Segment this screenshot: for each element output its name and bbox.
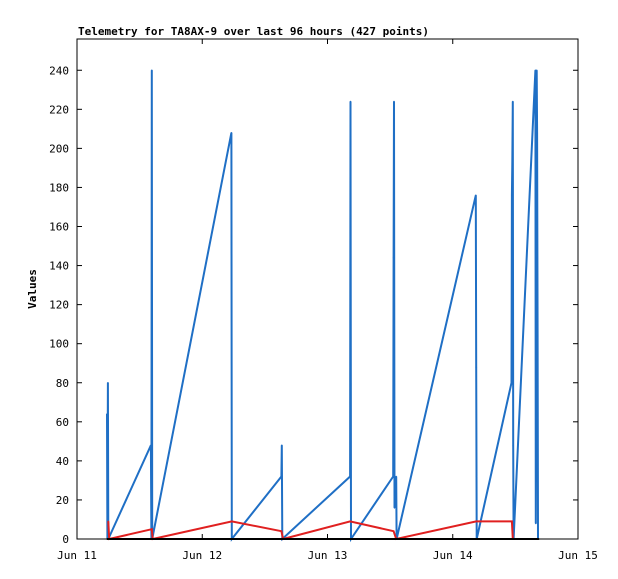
data-point xyxy=(349,475,351,478)
x-tick-label: Jun 14 xyxy=(433,549,473,562)
data-point xyxy=(106,538,108,540)
data-point xyxy=(280,530,283,532)
y-axis-label: Values xyxy=(26,269,39,309)
data-point xyxy=(475,520,478,523)
series-layer xyxy=(106,69,540,543)
data-point xyxy=(511,163,514,165)
data-point xyxy=(349,100,352,103)
data-point xyxy=(536,132,538,134)
series-0 xyxy=(106,69,539,543)
data-point xyxy=(475,366,478,368)
data-point xyxy=(510,382,513,384)
data-point xyxy=(392,530,395,532)
data-point xyxy=(230,132,233,134)
y-tick-label: 220 xyxy=(49,103,69,116)
data-point xyxy=(512,444,514,447)
data-point xyxy=(349,520,351,523)
data-point xyxy=(392,475,395,478)
data-point xyxy=(393,100,395,103)
data-point xyxy=(534,69,537,72)
y-tick-label: 40 xyxy=(56,455,69,468)
data-point xyxy=(150,444,152,447)
data-point xyxy=(231,520,233,523)
x-tick-label: Jun 13 xyxy=(308,549,348,562)
y-tick-label: 80 xyxy=(56,377,69,390)
y-tick-label: 0 xyxy=(62,533,69,546)
series-1 xyxy=(107,520,539,541)
data-point xyxy=(280,475,283,478)
y-tick-label: 200 xyxy=(49,142,69,155)
data-point xyxy=(395,475,398,478)
data-point xyxy=(106,413,108,415)
y-tick-label: 20 xyxy=(56,494,69,507)
y-tick-label: 120 xyxy=(49,299,69,312)
data-point xyxy=(151,528,153,530)
data-point xyxy=(535,522,537,525)
data-point xyxy=(281,444,283,447)
data-point xyxy=(511,194,513,197)
data-point xyxy=(107,520,110,523)
x-axis: Jun 11 Jun 12 Jun 13 Jun 14 Jun 15 xyxy=(57,39,598,562)
x-tick-label: Jun 15 xyxy=(558,549,598,562)
data-point xyxy=(538,538,540,540)
y-axis: 0 20 40 60 80 100 120 140 160 180 200 220 240 xyxy=(49,64,578,546)
data-point xyxy=(475,194,477,197)
y-tick-label: 100 xyxy=(49,338,69,351)
y-tick-label: 180 xyxy=(49,181,69,194)
y-tick-label: 160 xyxy=(49,221,69,234)
data-point xyxy=(536,335,539,337)
x-tick-label: Jun 12 xyxy=(182,549,222,562)
data-point xyxy=(535,69,538,72)
data-point xyxy=(107,382,109,384)
y-tick-label: 60 xyxy=(56,416,69,429)
data-point xyxy=(392,257,395,259)
data-point xyxy=(535,257,538,259)
data-point xyxy=(393,507,396,509)
data-point xyxy=(151,69,153,72)
x-tick-label: Jun 11 xyxy=(57,549,97,562)
chart-title: Telemetry for TA8AX-9 over last 96 hours… xyxy=(78,25,429,38)
series-line xyxy=(106,70,539,543)
series-line xyxy=(107,520,538,541)
series-2 xyxy=(106,538,540,540)
data-point xyxy=(512,100,514,103)
y-tick-label: 240 xyxy=(49,64,69,77)
y-tick-label: 140 xyxy=(49,260,69,273)
data-point xyxy=(511,520,513,523)
data-point xyxy=(394,491,397,493)
